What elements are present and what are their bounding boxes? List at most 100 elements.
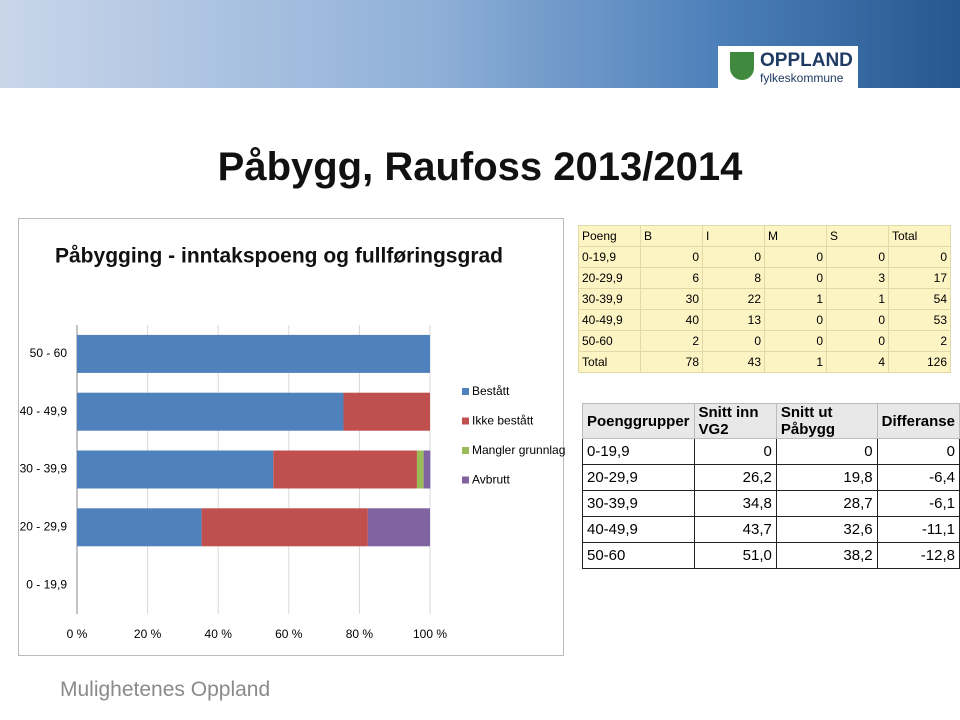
- cell: 20-29,9: [582, 464, 695, 491]
- bar-segment: [367, 508, 430, 547]
- footer: Mulighetenes Oppland: [60, 678, 271, 701]
- header-band: OPPLAND fylkeskommune: [0, 0, 960, 88]
- cell: 1: [826, 288, 889, 310]
- bar-segment: [201, 508, 368, 547]
- cell: 43,7: [693, 516, 777, 543]
- cell: 0: [876, 438, 960, 465]
- cell: 13: [702, 309, 765, 331]
- chart-title: Påbygging - inntakspoeng og fullføringsg…: [55, 245, 503, 268]
- chart-frame: [18, 218, 564, 656]
- bar-segment: [343, 392, 430, 431]
- x-tick-label: 20 %: [134, 627, 162, 641]
- cell: 51,0: [693, 542, 777, 569]
- cell: 0: [775, 438, 878, 465]
- cell: 0: [888, 246, 951, 268]
- cell: 53: [888, 309, 951, 331]
- header-cell: Snitt inn VG2: [693, 403, 777, 439]
- cell: -11,1: [876, 516, 960, 543]
- cell: 8: [702, 267, 765, 289]
- x-tick-label: 40 %: [205, 627, 233, 641]
- cell: 40-49,9: [578, 309, 641, 331]
- cell: 19,8: [775, 464, 878, 491]
- legend-swatch: [462, 447, 469, 454]
- table-row: Poeng B I M S Total: [578, 225, 951, 247]
- table-row: 20-29,9 6 8 0 3 17: [578, 267, 951, 289]
- header-cell: S: [826, 225, 889, 247]
- legend-swatch: [462, 417, 469, 425]
- cell: 78: [640, 351, 703, 373]
- bar-segment: [416, 450, 424, 489]
- table-row: 30-39,9 34,8 28,7 -6,1: [582, 490, 960, 517]
- cell: 0: [764, 309, 827, 331]
- cell: 28,7: [775, 490, 878, 517]
- header-cell: M: [764, 225, 827, 247]
- cell: 20-29,9: [578, 267, 641, 289]
- table-row: 30-39,9 30 22 1 1 54: [578, 288, 951, 310]
- table-row: 50-60 2 0 0 0 2: [578, 330, 951, 352]
- cell: 38,2: [775, 542, 878, 569]
- cell: 0: [826, 330, 889, 352]
- x-tick-label: 0 %: [67, 627, 88, 641]
- y-tick-label: 50 - 60: [30, 346, 68, 360]
- y-tick-label: 0 - 19,9: [26, 577, 67, 591]
- cell: 30-39,9: [582, 490, 695, 517]
- table-averages: Poenggrupper Snitt inn VG2 Snitt ut Påbygg…: [582, 403, 960, 569]
- cell: 0-19,9: [578, 246, 641, 268]
- table-row: Total 78 43 1 4 126: [578, 351, 951, 373]
- cell: 17: [888, 267, 951, 289]
- cell: 2: [640, 330, 703, 352]
- y-tick-label: 30 - 39,9: [20, 462, 68, 476]
- cell: 1: [764, 351, 827, 373]
- cell: 54: [888, 288, 951, 310]
- x-tick-label: 100 %: [413, 627, 447, 641]
- cell: 0: [764, 330, 827, 352]
- y-tick-label: 20 - 29,9: [20, 519, 68, 533]
- legend-swatch: [462, 388, 469, 395]
- header-cell: I: [702, 225, 765, 247]
- cell: 50-60: [578, 330, 641, 352]
- cell: 50-60: [582, 542, 695, 569]
- table-counts: Poeng B I M S Total 0-19,9 0 0 0 0 0 20-29,9 6 8 0 3 17 30…: [578, 225, 951, 373]
- cell: 0: [702, 330, 765, 352]
- x-tick-label: 80 %: [346, 627, 374, 641]
- cell: 22: [702, 288, 765, 310]
- header-cell: B: [640, 225, 703, 247]
- header-cell: Differanse: [876, 403, 960, 439]
- cell: 0: [826, 246, 889, 268]
- cell: 0: [826, 309, 889, 331]
- cell: 34,8: [693, 490, 777, 517]
- cell: 2: [888, 330, 951, 352]
- cell: -6,4: [876, 464, 960, 491]
- cell: 3: [826, 267, 889, 289]
- logo: OPPLAND fylkeskommune: [718, 46, 858, 88]
- header-cell: Snitt ut Påbygg: [775, 403, 878, 439]
- cell: Total: [578, 351, 641, 373]
- cell: 40-49,9: [582, 516, 695, 543]
- x-tick-label: 60 %: [275, 627, 303, 641]
- cell: 1: [764, 288, 827, 310]
- y-tick-label: 40 - 49,9: [20, 404, 68, 418]
- cell: 40: [640, 309, 703, 331]
- bar-segment: [77, 334, 430, 373]
- cell: 6: [640, 267, 703, 289]
- logo-sub: fylkeskommune: [760, 71, 844, 85]
- bar-segment: [77, 450, 274, 489]
- cell: 30: [640, 288, 703, 310]
- cell: 0: [764, 267, 827, 289]
- bar-segment: [423, 450, 431, 489]
- bar-segment: [273, 450, 417, 489]
- cell: 126: [888, 351, 951, 373]
- header-cell: Poeng: [578, 225, 641, 247]
- page-title: Påbygg, Raufoss 2013/2014: [217, 145, 743, 189]
- table-row: 40-49,9 43,7 32,6 -11,1: [582, 516, 960, 543]
- cell: 30-39,9: [578, 288, 641, 310]
- cell: 0: [764, 246, 827, 268]
- table-row: 20-29,9 26,2 19,8 -6,4: [582, 464, 960, 491]
- legend-label: Ikke bestått: [472, 414, 534, 428]
- legend-label: Mangler grunnlag: [472, 443, 565, 457]
- header-cell: Poenggrupper: [582, 403, 695, 439]
- table-row: Poenggrupper Snitt inn VG2 Snitt ut Påbygg…: [582, 403, 960, 439]
- cell: 43: [702, 351, 765, 373]
